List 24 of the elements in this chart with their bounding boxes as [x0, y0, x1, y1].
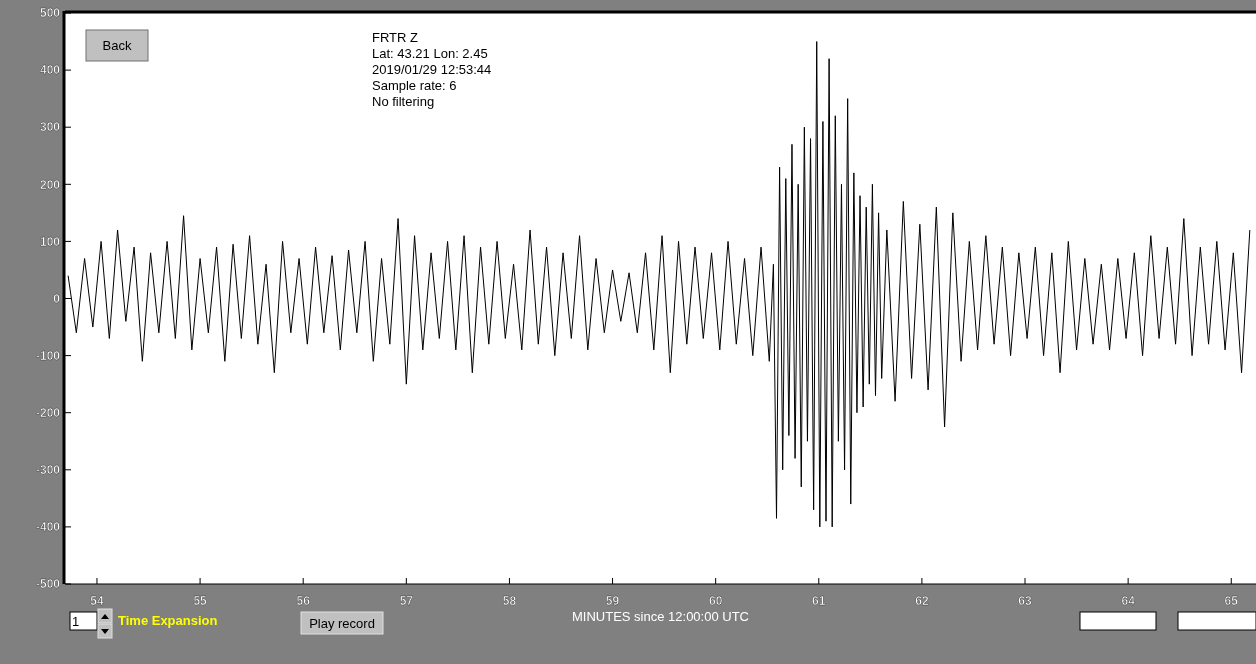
annotation: No filtering: [372, 94, 435, 109]
x-tick-label: 61: [812, 594, 826, 608]
x-tick-label: 62: [915, 594, 929, 608]
line-series: [67, 41, 1251, 528]
annotation: Lat: 43.21 Lon: 2.45: [372, 46, 488, 61]
x-tick-label: 64: [1121, 594, 1136, 608]
y-tick-label: 0: [53, 291, 61, 306]
back-button: Back: [85, 29, 149, 62]
text: Time Expansion: [118, 613, 218, 628]
y-tick-label: 100: [39, 234, 61, 249]
x-axis-title: MINUTES since 12:00:00 UTC: [571, 609, 750, 624]
x-tick-label: 60: [708, 594, 723, 608]
y-tick-label: 500: [39, 6, 61, 21]
x-tick-label: 65: [1224, 594, 1239, 608]
play-button: Play record: [300, 611, 384, 635]
y-tick-label: 300: [39, 120, 61, 135]
y-tick-label: 200: [39, 177, 61, 192]
number-field: 1: [69, 611, 98, 631]
x-tick-label: 56: [296, 594, 311, 608]
annotation: FRTR Z: [372, 30, 419, 45]
annotation: Sample rate: 6: [372, 78, 457, 93]
annotation: 2019/01/29 12:53:44: [372, 62, 492, 77]
x-tick-label: 55: [193, 594, 208, 608]
annotation: Back: [102, 38, 132, 53]
